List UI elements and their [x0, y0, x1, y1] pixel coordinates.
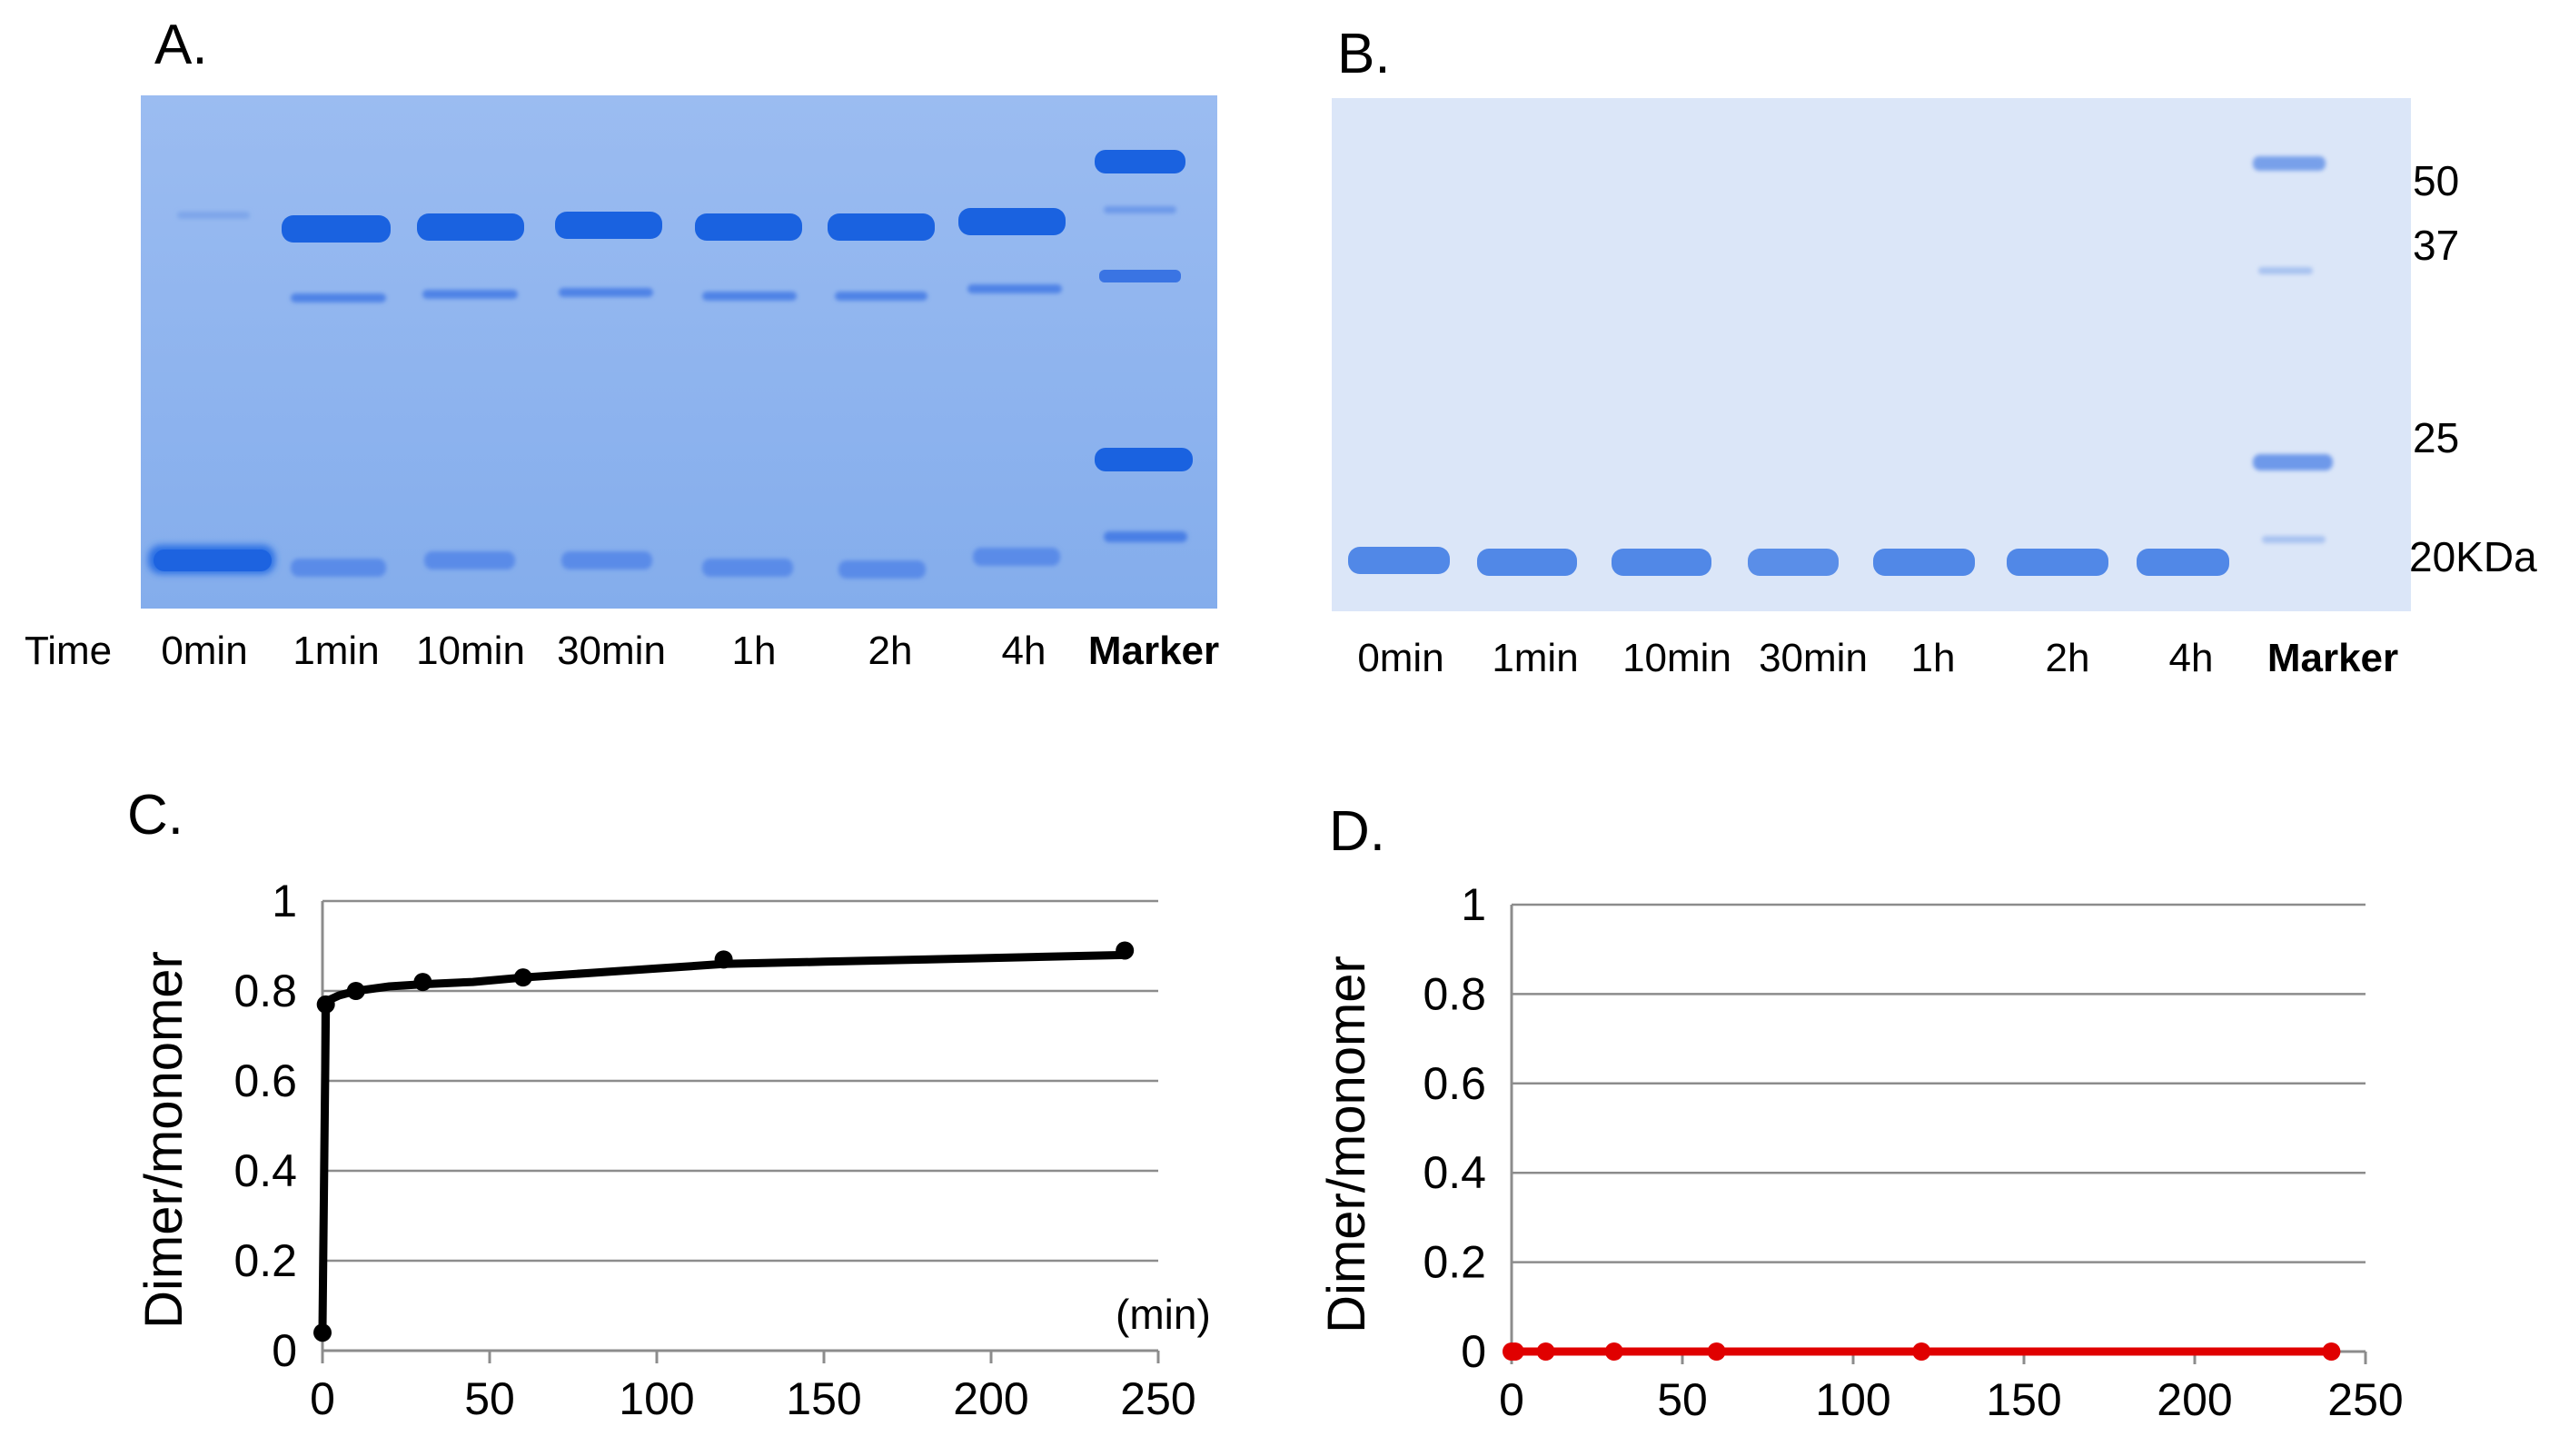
y-tick-label: 0 [1461, 1326, 1486, 1377]
gel-a-lane-label: 30min [557, 629, 666, 673]
data-point [513, 968, 532, 987]
chart-d-axes [1510, 905, 2366, 1353]
chart-c-xticks: 0 50 100 150 200 250 [310, 1351, 1196, 1424]
chart-d-ylabel: Dimer/monomer [1317, 956, 1376, 1333]
gel-a-lane-30min [555, 212, 662, 570]
gel-b-lane-marker [2253, 156, 2333, 543]
gel-a-lane-4h [958, 208, 1066, 566]
data-point [1707, 1342, 1726, 1361]
gel-a-lane-label: 10min [416, 629, 525, 673]
gel-b-lane-label: 1min [1492, 636, 1579, 680]
data-point [1505, 1342, 1524, 1361]
y-tick-label: 0.6 [233, 1055, 297, 1106]
x-tick-label: 0 [1499, 1374, 1524, 1425]
chart-d-series [1503, 1342, 2341, 1361]
chart-c-yticks: 0 0.2 0.4 0.6 0.8 1 [233, 876, 297, 1376]
y-tick-label: 0.4 [1423, 1147, 1486, 1198]
chart-c-axes [321, 901, 1158, 1352]
y-tick-label: 0.8 [233, 966, 297, 1016]
chart-c-xlabel: (min) [1116, 1291, 1211, 1338]
gel-b-lane-label: 0min [1357, 636, 1444, 680]
x-tick-label: 50 [464, 1373, 515, 1424]
gel-a [141, 95, 1217, 609]
data-point [413, 973, 432, 992]
gel-b-monomer-bands [1348, 547, 2229, 576]
y-tick-label: 0.2 [233, 1235, 297, 1286]
gel-a-lane-marker [1095, 150, 1193, 542]
marker-kda-label: 37 [2413, 222, 2460, 269]
y-tick-label: 0.8 [1423, 968, 1486, 1019]
gel-a-lane-label: 0min [161, 629, 248, 673]
gel-b-lane-label: Marker [2266, 636, 2399, 680]
x-tick-label: 200 [2157, 1374, 2232, 1425]
y-tick-label: 0.4 [233, 1145, 297, 1196]
data-point [313, 1323, 332, 1342]
gel-b-lane-label: 1h [1910, 636, 1956, 680]
gel-b-lane-label: 10min [1622, 636, 1731, 680]
gel-a-lane-label: Marker [1087, 629, 1220, 673]
x-tick-label: 250 [1120, 1373, 1195, 1424]
chart-c: 0 0.2 0.4 0.6 0.8 1 0 50 100 150 200 250 Dimer/mon… [134, 876, 1211, 1424]
gel-a-lane-label: 2h [868, 629, 913, 673]
gel-b-background [1332, 98, 2411, 611]
marker-kda-label: 50 [2413, 157, 2460, 204]
x-tick-label: 100 [1815, 1374, 1890, 1425]
x-tick-label: 200 [953, 1373, 1028, 1424]
gel-b-lane-label: 2h [2045, 636, 2090, 680]
gel-b [1332, 98, 2411, 611]
gel-a-background [141, 95, 1217, 609]
y-tick-label: 1 [1461, 879, 1486, 930]
chart-d-xticks: 0 50 100 150 200 250 [1499, 1352, 2404, 1425]
chart-c-grid [322, 899, 1158, 1263]
series-line [318, 950, 1129, 1332]
gel-a-lane-10min [417, 213, 524, 570]
x-tick-label: 150 [786, 1373, 861, 1424]
gel-a-lane-2h [828, 213, 935, 579]
x-tick-label: 250 [2327, 1374, 2403, 1425]
data-point [316, 995, 335, 1014]
gel-a-lane-label: 1min [293, 629, 380, 673]
data-point [1604, 1342, 1623, 1361]
chart-d: 0 0.2 0.4 0.6 0.8 1 0 50 100 150 200 250 Dimer/mon… [1317, 879, 2404, 1425]
time-label: Time [25, 629, 113, 673]
gel-a-band [177, 212, 250, 219]
gel-b-lane-label: 4h [2168, 636, 2214, 680]
x-tick-label: 150 [1986, 1374, 2061, 1425]
marker-kda-label: 20KDa [2409, 533, 2537, 580]
chart-c-ylabel: Dimer/monomer [134, 951, 193, 1329]
panel-c-letter: C. [127, 784, 183, 847]
panel-a-letter: A. [154, 14, 208, 76]
chart-c-series [313, 941, 1135, 1342]
y-tick-label: 0.2 [1423, 1237, 1486, 1288]
data-point [1536, 1342, 1555, 1361]
panel-d-letter: D. [1329, 800, 1385, 863]
y-tick-label: 0.6 [1423, 1058, 1486, 1109]
data-point [1912, 1342, 1931, 1361]
data-point [2322, 1342, 2341, 1361]
gel-a-lane-1h [695, 213, 802, 577]
data-point [714, 950, 733, 969]
gel-a-lane-label: 4h [1001, 629, 1046, 673]
x-tick-label: 50 [1657, 1374, 1708, 1425]
gel-b-lane-label: 30min [1759, 636, 1868, 680]
gel-a-lane-1min [282, 215, 391, 577]
data-point [1116, 941, 1135, 960]
gel-a-lane-label: 1h [731, 629, 777, 673]
chart-d-grid [1512, 903, 2366, 1263]
y-tick-label: 0 [272, 1325, 297, 1376]
panel-b-letter: B. [1337, 23, 1391, 85]
data-point [346, 982, 365, 1000]
x-tick-label: 0 [310, 1373, 335, 1424]
gel-a-band [154, 550, 272, 571]
y-tick-label: 1 [272, 876, 297, 926]
chart-d-yticks: 0 0.2 0.4 0.6 0.8 1 [1423, 879, 1486, 1377]
marker-kda-label: 25 [2413, 414, 2460, 461]
x-tick-label: 100 [619, 1373, 694, 1424]
